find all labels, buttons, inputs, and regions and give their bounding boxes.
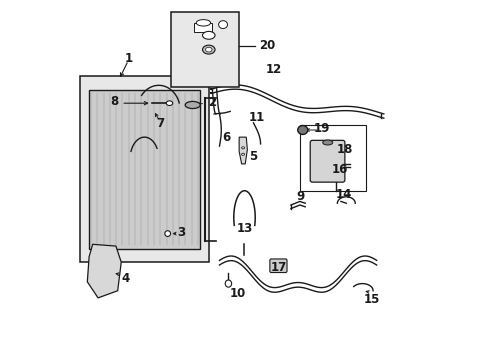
Bar [89,90,200,249]
Ellipse shape [218,21,227,28]
Ellipse shape [185,102,200,109]
Bar [194,23,212,32]
Text: 3: 3 [177,226,184,239]
Text: 7: 7 [156,117,163,130]
Ellipse shape [205,47,212,52]
Ellipse shape [241,147,244,149]
Ellipse shape [297,126,307,134]
Text: 14: 14 [335,188,351,201]
Text: 21: 21 [178,45,193,55]
FancyBboxPatch shape [309,140,344,182]
Text: 15: 15 [363,293,380,306]
Ellipse shape [225,280,231,287]
Text: 5: 5 [248,150,256,163]
Text: 2: 2 [208,96,216,109]
Text: 11: 11 [248,111,264,124]
Ellipse shape [202,45,215,54]
Bar [80,76,208,262]
Text: 12: 12 [265,63,282,76]
Ellipse shape [164,231,170,237]
Text: 13: 13 [236,222,252,235]
Polygon shape [87,244,121,298]
Ellipse shape [202,31,215,39]
Ellipse shape [322,140,332,145]
Text: 20: 20 [258,39,274,52]
Text: 9: 9 [296,190,305,203]
Text: 18: 18 [336,143,352,156]
FancyBboxPatch shape [269,259,286,273]
Text: 6: 6 [222,131,230,144]
Bar [299,125,365,191]
Text: 1: 1 [124,52,132,65]
Text: 16: 16 [331,163,347,176]
Text: 4: 4 [121,272,129,285]
Polygon shape [239,137,247,164]
Ellipse shape [196,19,210,26]
Text: 17: 17 [270,261,286,274]
Ellipse shape [241,153,244,156]
Text: 19: 19 [314,122,330,135]
Text: 10: 10 [229,287,245,300]
Text: 8: 8 [110,95,118,108]
Ellipse shape [166,101,172,105]
Bar [171,12,239,87]
Text: 22: 22 [178,30,193,40]
